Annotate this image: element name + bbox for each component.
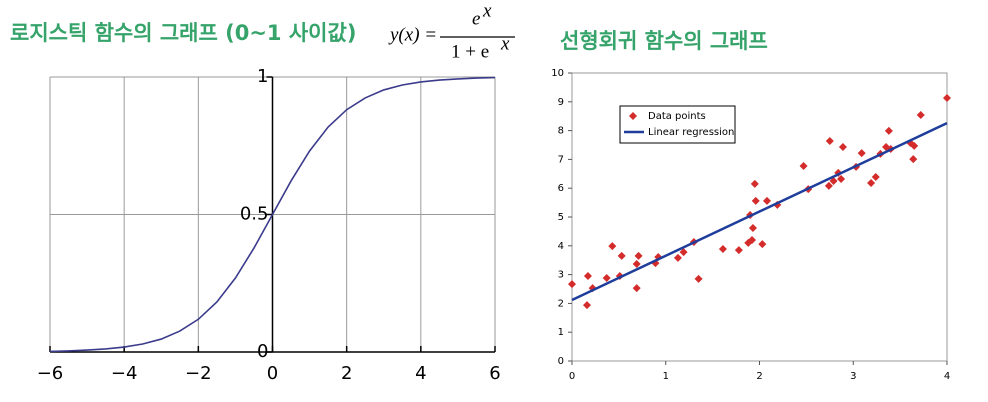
x-tick-label: −6 <box>37 363 64 384</box>
y-tick-label: 0.5 <box>240 204 269 225</box>
y-tick-label: 10 <box>551 68 564 79</box>
x-tick-label: 4 <box>415 363 426 384</box>
point <box>632 259 641 268</box>
formula-numerator: e <box>472 8 480 29</box>
x-tick-label: 0 <box>267 363 278 384</box>
x-tick-label: 2 <box>341 363 352 384</box>
point <box>608 242 617 251</box>
legend-label: Data points <box>648 111 706 122</box>
y-tick-label: 2 <box>558 298 564 309</box>
legend-label: Linear regression <box>648 127 734 138</box>
point <box>748 223 757 232</box>
point <box>857 149 866 158</box>
legend-box <box>619 105 736 144</box>
point <box>758 240 767 249</box>
point <box>583 301 591 310</box>
x-tick-label: 3 <box>850 371 856 382</box>
regression-line <box>571 121 948 302</box>
y-tick-label: 1 <box>257 66 268 87</box>
point <box>634 251 643 260</box>
point <box>583 272 592 281</box>
point <box>751 196 760 205</box>
point <box>734 246 743 255</box>
x-tick-label: −4 <box>111 363 138 384</box>
point <box>763 196 771 205</box>
point <box>694 274 703 283</box>
y-tick-label: 5 <box>558 212 564 223</box>
y-tick-label: 9 <box>558 97 564 108</box>
x-tick-label: −2 <box>185 363 212 384</box>
y-tick-label: 7 <box>558 154 564 165</box>
chart-title: 선형회귀 함수의 그래프 <box>560 29 768 53</box>
point <box>673 253 682 262</box>
point <box>632 284 641 293</box>
point <box>718 244 727 253</box>
point <box>568 280 576 289</box>
legend-swatch <box>629 112 637 120</box>
x-tick-label: 4 <box>944 371 950 382</box>
point <box>837 174 846 183</box>
curve <box>49 76 496 353</box>
formula-lhs: y(x) = <box>388 24 437 45</box>
y-tick-label: 4 <box>558 241 564 252</box>
point <box>602 274 611 283</box>
point <box>829 177 838 185</box>
y-tick-label: 0 <box>558 356 564 367</box>
point <box>871 172 880 181</box>
point <box>825 136 834 145</box>
point <box>867 179 876 188</box>
y-tick-label: 1 <box>558 327 564 338</box>
y-tick-label: 6 <box>558 183 564 194</box>
chart-title: 로지스틱 함수의 그래프 (0~1 사이값) <box>10 21 356 45</box>
point <box>679 248 688 257</box>
point <box>748 236 756 245</box>
y-tick-label: 8 <box>558 126 564 137</box>
x-tick-label: 6 <box>489 363 500 384</box>
x-tick-label: 2 <box>756 371 762 382</box>
point <box>750 179 759 188</box>
point <box>838 143 847 152</box>
point <box>909 155 918 164</box>
point <box>916 111 925 120</box>
point <box>799 162 808 171</box>
formula-exponent: x <box>500 33 510 54</box>
point <box>884 126 893 135</box>
formula-exponent: x <box>482 0 492 21</box>
point <box>824 181 833 190</box>
point <box>910 141 919 150</box>
point <box>943 94 951 103</box>
x-tick-label: 0 <box>569 371 575 382</box>
formula-denominator: 1 + e <box>451 41 489 62</box>
point <box>617 251 626 260</box>
x-tick-label: 1 <box>663 371 669 382</box>
y-tick-label: 3 <box>558 270 564 281</box>
